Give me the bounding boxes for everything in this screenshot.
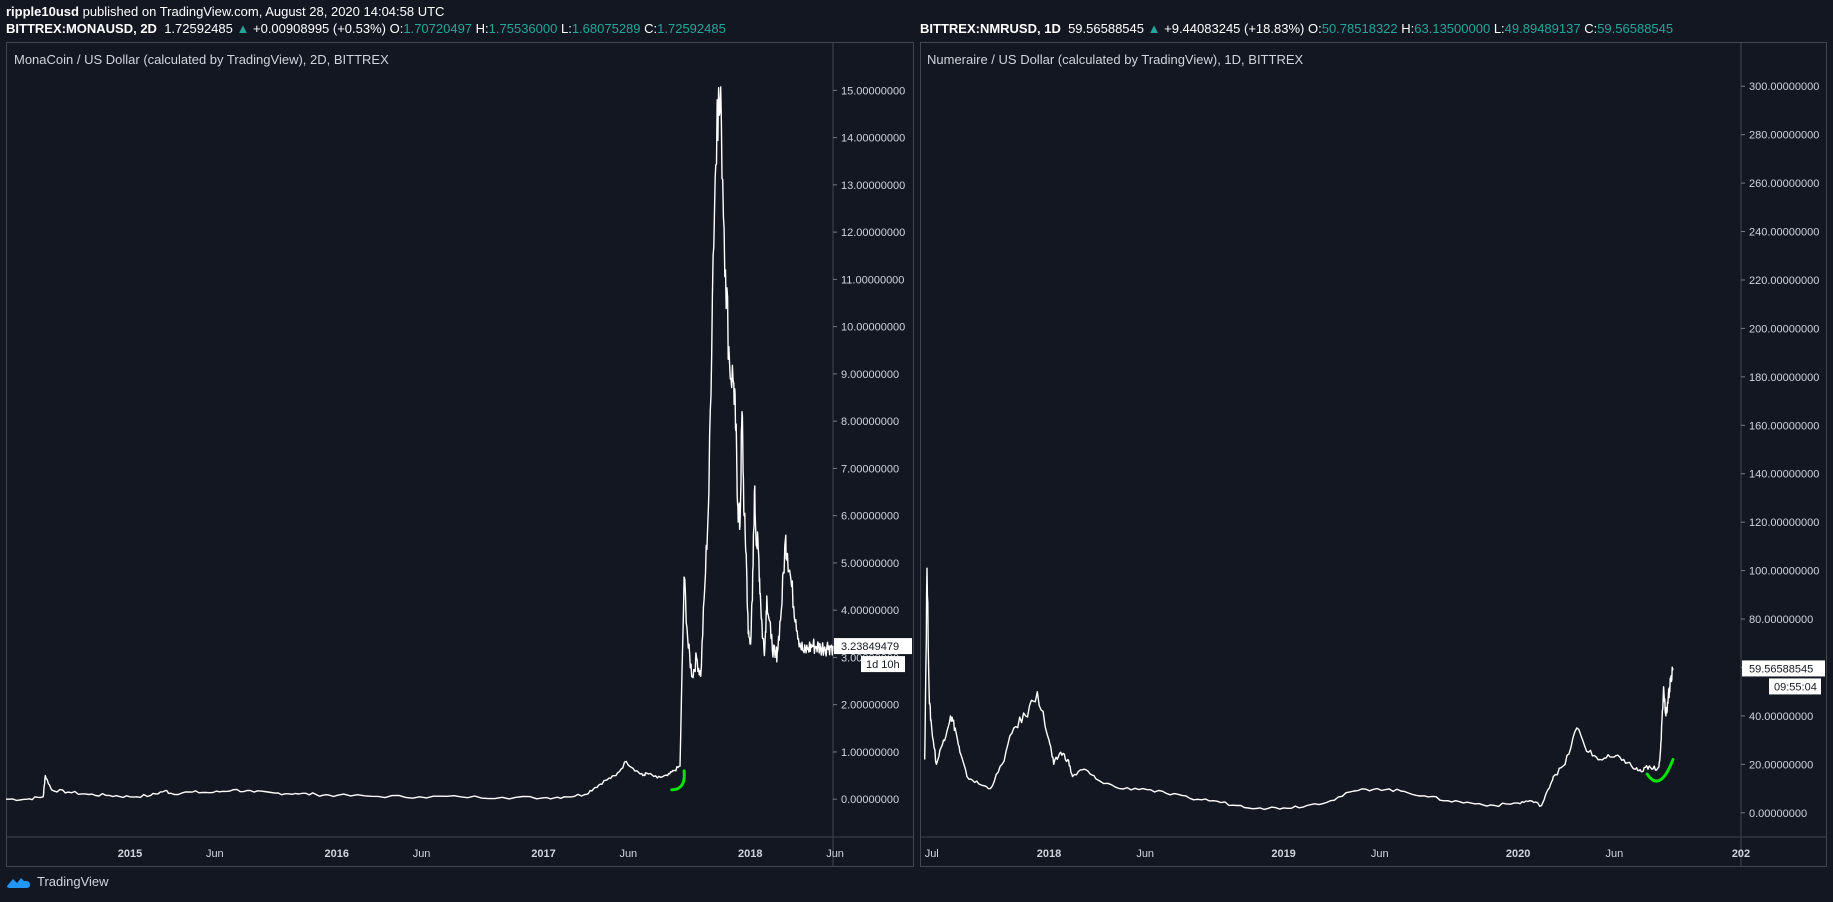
low-value: 49.89489137 [1504, 21, 1581, 36]
open-key: O: [389, 21, 404, 36]
y-tick-label: 200.00000000 [1749, 323, 1819, 335]
publish-text: published on TradingView.com, August 28,… [82, 4, 445, 19]
close-key: C: [1584, 21, 1598, 36]
x-tick-label: Jun [1605, 848, 1623, 860]
last-price-label: 3.23849479 [841, 641, 899, 653]
x-tick-label: Jun [206, 848, 224, 860]
last-price-label: 59.56588545 [1749, 663, 1813, 675]
y-tick-label: 220.00000000 [1749, 275, 1819, 287]
high-value: 63.13500000 [1414, 21, 1491, 36]
up-arrow-icon: ▲ [236, 21, 250, 36]
x-tick-label: Jul [925, 848, 939, 860]
low-key: L: [560, 21, 572, 36]
y-tick-label: 140.00000000 [1749, 469, 1819, 481]
x-tick-label: Jun [1136, 848, 1154, 860]
last-price-badge [1742, 660, 1825, 677]
chart-title-right: Numeraire / US Dollar (calculated by Tra… [927, 52, 1304, 67]
x-tick-label: 2020 [1506, 848, 1530, 860]
author-name[interactable]: ripple10usd [6, 4, 79, 19]
countdown-badge [861, 656, 905, 673]
footer-brand[interactable]: TradingView [6, 874, 109, 889]
y-tick-label: 7.00000000 [841, 463, 899, 475]
y-tick-label: 12.00000000 [841, 227, 905, 239]
x-tick-label: 2016 [325, 848, 349, 860]
last-price-badge [834, 638, 912, 655]
x-tick-label: 2017 [531, 848, 555, 860]
x-tick-label: Jun [826, 848, 844, 860]
price-series-line [6, 86, 834, 802]
countdown-label: 1d 10h [866, 659, 900, 671]
price-series-line [924, 567, 1674, 811]
y-tick-label: 280.00000000 [1749, 130, 1819, 142]
symbol-label[interactable]: BITTREX:NMRUSD, 1D [920, 21, 1061, 36]
highlight-arc-annotation[interactable] [670, 769, 686, 792]
ohlc-legend-right: BITTREX:NMRUSD, 1D 59.56588545 ▲ +9.4408… [920, 21, 1673, 36]
y-tick-label: 160.00000000 [1749, 420, 1819, 432]
price-value: 1.72592485 [164, 21, 233, 36]
y-tick-label: 20.00000000 [1749, 759, 1813, 771]
countdown-badge [1769, 678, 1821, 695]
close-key: C: [644, 21, 658, 36]
open-value: 1.70720497 [403, 21, 473, 36]
y-tick-label: 80.00000000 [1749, 614, 1813, 626]
y-tick-label: 10.00000000 [841, 322, 905, 334]
brand-label: TradingView [37, 874, 109, 889]
highlight-arc-annotation[interactable] [1645, 758, 1675, 783]
y-tick-label: 0.00000000 [1749, 808, 1807, 820]
monacoin-chart[interactable]: 0.000000001.000000002.000000003.00000000… [0, 42, 1833, 867]
y-tick-label: 120.00000000 [1749, 517, 1819, 529]
y-tick-label: 2.00000000 [841, 700, 899, 712]
y-tick-label: 260.00000000 [1749, 178, 1819, 190]
open-key: O: [1307, 21, 1322, 36]
countdown-label: 09:55:04 [1774, 681, 1817, 693]
high-value: 1.75536000 [488, 21, 558, 36]
y-tick-label: 13.00000000 [841, 180, 905, 192]
close-value: 59.56588545 [1597, 21, 1674, 36]
tradingview-logo-icon [7, 877, 30, 888]
x-tick-label: 2018 [738, 848, 762, 860]
y-tick-label: 40.00000000 [1749, 711, 1813, 723]
x-tick-label: Jun [413, 848, 431, 860]
high-key: H: [475, 21, 489, 36]
change-value: +9.44083245 (+18.83%) [1164, 21, 1305, 36]
y-tick-label: 9.00000000 [841, 369, 899, 381]
y-tick-label: 5.00000000 [841, 558, 899, 570]
y-tick-label: 1.00000000 [841, 747, 899, 759]
open-value: 50.78518322 [1321, 21, 1398, 36]
y-tick-label: 8.00000000 [841, 416, 899, 428]
x-tick-label: 2015 [118, 848, 142, 860]
chart-panel-left[interactable] [6, 42, 914, 867]
x-tick-label: 202 [1732, 848, 1750, 860]
y-tick-label: 15.00000000 [841, 85, 905, 97]
low-key: L: [1493, 21, 1505, 36]
symbol-label[interactable]: BITTREX:MONAUSD, 2D [6, 21, 157, 36]
chart-title-left: MonaCoin / US Dollar (calculated by Trad… [14, 52, 389, 67]
y-tick-label: 240.00000000 [1749, 227, 1819, 239]
publish-info: ripple10usd published on TradingView.com… [6, 4, 444, 19]
chart-panel-right[interactable] [920, 42, 1827, 867]
change-value: +0.00908995 (+0.53%) [253, 21, 386, 36]
x-tick-label: Jun [1371, 848, 1389, 860]
numeraire-chart[interactable]: 0.0000000020.0000000040.0000000060.00000… [0, 42, 1833, 867]
high-key: H: [1401, 21, 1415, 36]
close-value: 1.72592485 [657, 21, 726, 36]
price-value: 59.56588545 [1068, 21, 1144, 36]
y-tick-label: 300.00000000 [1749, 81, 1819, 93]
y-tick-label: 14.00000000 [841, 133, 905, 145]
y-tick-label: 100.00000000 [1749, 566, 1819, 578]
y-tick-label: 6.00000000 [841, 511, 899, 523]
y-tick-label: 11.00000000 [841, 274, 904, 286]
y-tick-label: 4.00000000 [841, 605, 899, 617]
y-tick-label: 180.00000000 [1749, 372, 1819, 384]
x-tick-label: Jun [619, 848, 637, 860]
ohlc-legend-left: BITTREX:MONAUSD, 2D 1.72592485 ▲ +0.0090… [6, 21, 726, 36]
y-tick-label: 0.00000000 [841, 794, 899, 806]
x-tick-label: 2018 [1037, 848, 1061, 860]
low-value: 1.68075289 [571, 21, 641, 36]
up-arrow-icon: ▲ [1147, 21, 1161, 36]
x-tick-label: 2019 [1271, 848, 1295, 860]
